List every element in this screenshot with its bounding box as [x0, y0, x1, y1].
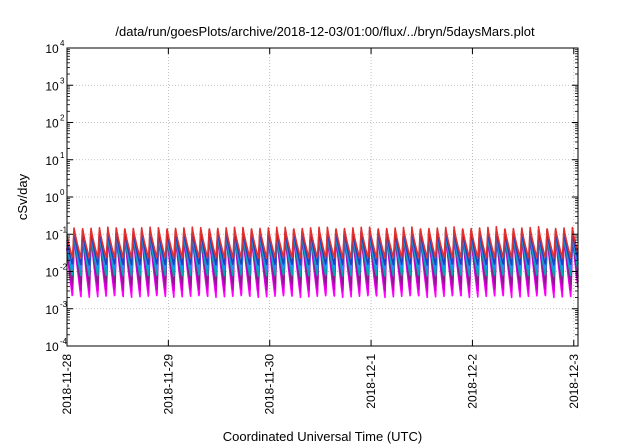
y-tick-mantissa: 10 — [45, 117, 59, 131]
y-tick-exponent: -2 — [60, 263, 68, 272]
x-tick-label: 2018-12-1 — [364, 354, 378, 409]
y-tick-mantissa: 10 — [45, 42, 59, 56]
series-line — [66, 225, 579, 259]
y-tick-mantissa: 10 — [45, 303, 59, 317]
y-tick-label: 10 3 — [45, 76, 65, 93]
y-axis-label: cSv/day — [15, 173, 30, 220]
y-tick-exponent: 1 — [60, 151, 65, 160]
y-tick-mantissa: 10 — [45, 79, 59, 93]
y-tick-label: 10 1 — [45, 151, 65, 168]
series-group — [66, 225, 579, 299]
y-tick-exponent: 4 — [60, 39, 65, 48]
x-tick-label: 2018-12-3 — [567, 354, 581, 409]
y-tick-mantissa: 10 — [45, 228, 59, 242]
y-tick-mantissa: 10 — [45, 154, 59, 168]
y-tick-label: 10 2 — [45, 114, 65, 131]
y-tick-mantissa: 10 — [45, 266, 59, 280]
y-tick-mantissa: 10 — [45, 340, 59, 354]
y-tick-exponent: 0 — [60, 188, 65, 197]
x-tick-label: 2018-11-30 — [263, 354, 277, 415]
x-tick-label: 2018-11-28 — [60, 354, 74, 415]
y-tick-exponent: 3 — [60, 76, 65, 85]
y-tick-exponent: -4 — [60, 337, 68, 346]
x-tick-label: 2018-12-2 — [465, 354, 479, 409]
grid — [67, 48, 578, 346]
chart-title: /data/run/goesPlots/archive/2018-12-03/0… — [115, 24, 535, 39]
x-tick-label: 2018-11-29 — [161, 354, 175, 415]
y-tick-mantissa: 10 — [45, 191, 59, 205]
y-tick-label: 10 -3 — [45, 300, 67, 317]
y-tick-exponent: -1 — [60, 225, 68, 234]
series-line — [66, 229, 579, 266]
y-tick-exponent: -3 — [60, 300, 68, 309]
y-tick-label: 10 -2 — [45, 263, 67, 280]
y-tick-label: 10 4 — [45, 39, 65, 56]
x-axis-label: Coordinated Universal Time (UTC) — [223, 429, 422, 444]
y-tick-label: 10 -4 — [45, 337, 67, 354]
y-tick-label: 10 0 — [45, 188, 65, 205]
y-tick-label: 10 -1 — [45, 225, 67, 242]
y-tick-exponent: 2 — [60, 114, 65, 123]
